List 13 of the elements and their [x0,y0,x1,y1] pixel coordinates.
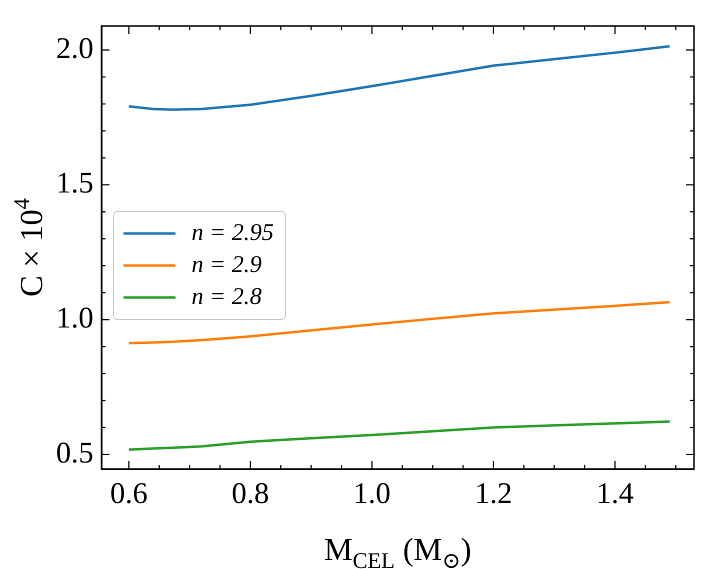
x-tick-label: 1.0 [353,476,391,510]
x-tick-label: 1.4 [596,476,634,510]
y-tick-label: 1.0 [56,302,94,334]
x-tick-label: 0.6 [110,476,148,510]
y-axis-title: C × 104 [9,198,49,297]
y-tick-label: 2.0 [56,32,94,65]
legend-label: n = 2.95 [192,220,274,246]
y-tick-label: 1.5 [56,166,94,200]
legend-label: n = 2.8 [192,284,262,310]
x-tick-label: 1.2 [474,476,512,510]
x-tick-label: 0.8 [232,476,270,510]
legend-label: n = 2.9 [192,252,262,278]
y-tick-label: 0.5 [56,436,94,470]
